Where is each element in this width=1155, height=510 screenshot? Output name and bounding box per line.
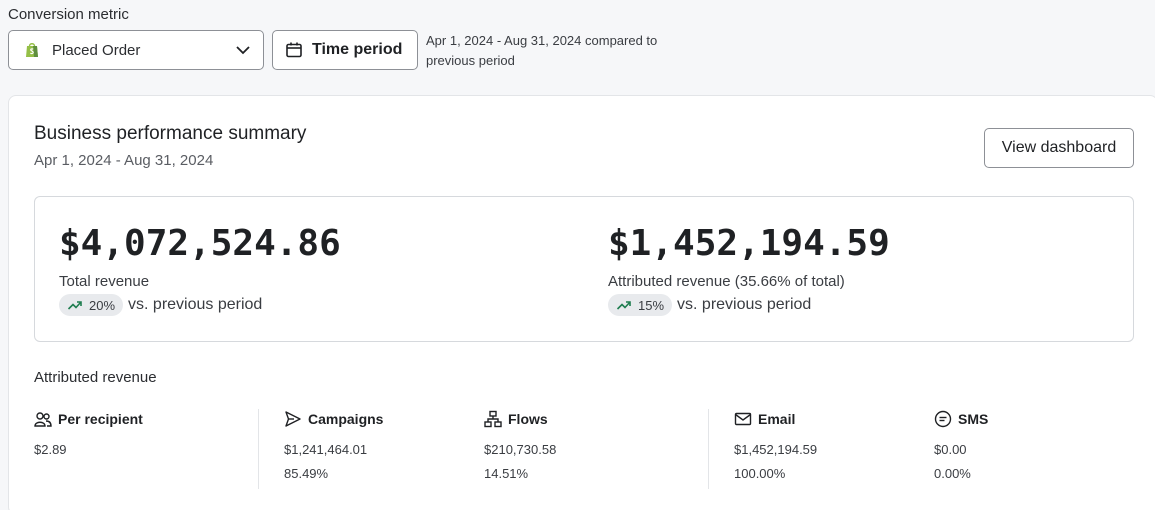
per-recipient-column: Per recipient $2.89 (34, 409, 143, 489)
change-pill: 20% (59, 294, 124, 316)
change-pill: 15% (608, 294, 673, 316)
revenue-summary-box: $4,072,524.86 Total revenue 20% vs. prev… (34, 196, 1134, 342)
kpi-value: $4,072,524.86 (59, 223, 341, 264)
column-value: $2.89 (34, 442, 67, 457)
column-title: SMS (958, 411, 989, 427)
view-dashboard-button[interactable]: View dashboard (984, 128, 1134, 168)
attributed-revenue-breakdown: Per recipient $2.89 Campaigns $1,241,464… (34, 409, 1134, 489)
sms-column: SMS $0.00 0.00% (934, 409, 988, 489)
change-value: 20% (89, 297, 116, 313)
column-divider (708, 409, 709, 489)
users-icon (34, 410, 52, 428)
attributed-revenue-kpi: $1,452,194.59 Attributed revenue (35.66%… (608, 221, 890, 316)
business-performance-card: Business performance summary Apr 1, 2024… (8, 95, 1155, 510)
column-title: Flows (508, 411, 548, 427)
conversion-metric-select[interactable]: Placed Order (8, 30, 264, 70)
flows-column: Flows $210,730.58 14.51% (484, 409, 556, 489)
column-value: $1,452,194.59 (734, 442, 818, 457)
conversion-metric-value: Placed Order (52, 41, 141, 59)
shopify-bag-icon (23, 41, 41, 59)
trend-up-icon (67, 297, 83, 313)
column-value: $0.00 (934, 442, 967, 457)
calendar-icon (285, 41, 303, 59)
sms-icon (934, 410, 952, 428)
send-icon (284, 410, 302, 428)
kpi-change: 20% vs. previous period (59, 294, 341, 316)
chevron-down-icon (235, 42, 251, 58)
conversion-metric-label: Conversion metric (8, 6, 129, 23)
change-text: vs. previous period (128, 296, 263, 313)
kpi-label: Total revenue (59, 273, 150, 290)
column-percent: 100.00% (734, 466, 786, 481)
card-title: Business performance summary (34, 123, 307, 144)
flows-icon (484, 410, 502, 428)
column-percent: 85.49% (284, 466, 329, 481)
column-title: Per recipient (58, 411, 143, 427)
time-period-button[interactable]: Time period (272, 30, 418, 70)
email-column: Email $1,452,194.59 100.00% (734, 409, 817, 489)
column-title: Campaigns (308, 411, 384, 427)
trend-up-icon (616, 297, 632, 313)
campaigns-column: Campaigns $1,241,464.01 85.49% (284, 409, 383, 489)
column-divider (258, 409, 259, 489)
column-percent: 0.00% (934, 466, 971, 481)
kpi-value: $1,452,194.59 (608, 223, 890, 264)
column-value: $1,241,464.01 (284, 442, 368, 457)
comparison-range-note: Apr 1, 2024 - Aug 31, 2024 compared to p… (426, 33, 658, 68)
kpi-change: 15% vs. previous period (608, 294, 890, 316)
column-title: Email (758, 411, 796, 427)
mail-icon (734, 410, 752, 428)
card-date-range: Apr 1, 2024 - Aug 31, 2024 (34, 152, 214, 169)
change-value: 15% (638, 297, 665, 313)
column-percent: 14.51% (484, 466, 529, 481)
column-value: $210,730.58 (484, 442, 557, 457)
change-text: vs. previous period (677, 296, 812, 313)
time-period-label: Time period (312, 41, 403, 58)
kpi-label: Attributed revenue (35.66% of total) (608, 273, 845, 290)
total-revenue-kpi: $4,072,524.86 Total revenue 20% vs. prev… (59, 221, 341, 316)
attributed-revenue-heading: Attributed revenue (34, 369, 157, 386)
